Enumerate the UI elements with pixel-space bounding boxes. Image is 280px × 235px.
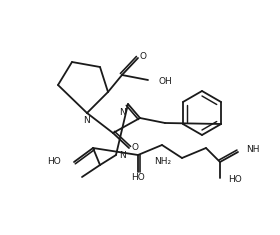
Text: N: N — [119, 107, 125, 117]
Text: N: N — [119, 150, 125, 160]
Text: O: O — [139, 51, 146, 60]
Text: N: N — [83, 115, 89, 125]
Text: NH₂: NH₂ — [155, 157, 172, 165]
Text: OH: OH — [158, 77, 172, 86]
Text: HO: HO — [131, 173, 145, 183]
Text: HO: HO — [47, 157, 61, 167]
Text: HO: HO — [228, 175, 242, 184]
Text: NH: NH — [246, 145, 260, 154]
Text: O: O — [132, 144, 139, 153]
